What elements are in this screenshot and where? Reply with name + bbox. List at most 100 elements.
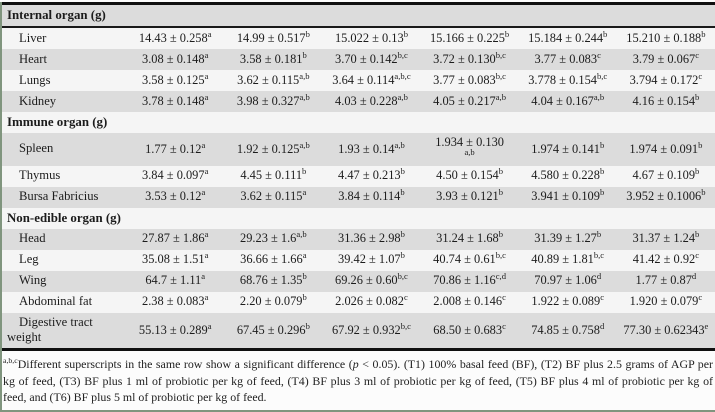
value-cell: 29.23 ± 1.6a,b [240, 229, 307, 246]
value-cell: 1.934 ± 0.130 a,b [435, 135, 504, 157]
section-header-row: Internal organ (g) [2, 5, 715, 28]
value-cell: 1.974 ± 0.141b [531, 139, 605, 156]
value-cell: 3.79 ± 0.067c [632, 49, 700, 66]
value-cell: 3.794 ± 0.172c [629, 70, 703, 87]
value-cell: 70.97 ± 1.06d [534, 271, 602, 288]
row-label: Kidney [19, 93, 57, 108]
value-cell: 3.941 ± 0.109b [531, 187, 605, 204]
section-header-row: Non-edible organ (g) [2, 207, 715, 229]
value-cell: 1.922 ± 0.089c [531, 292, 605, 309]
value-cell: 4.05 ± 0.217a,b [433, 91, 506, 108]
section-header-row: Immune organ (g) [2, 112, 715, 133]
value-cell: 68.76 ± 1.35b [239, 271, 307, 288]
value-cell: 3.58 ± 0.125a [142, 70, 209, 87]
organ-table: Internal organ (g) Liver 14.43 ± 0.258a 14.… [2, 5, 715, 349]
value-cell: 31.37 ± 1.24b [632, 229, 700, 246]
value-cell: 3.778 ± 0.154b,c [528, 70, 608, 87]
value-cell: 3.58 ± 0.181b [239, 49, 307, 66]
value-cell: 4.04 ± 0.167a,b [531, 91, 605, 108]
value-cell: 2.38 ± 0.083a [142, 292, 209, 309]
value-cell: 4.50 ± 0.154b [436, 166, 504, 183]
row-label: Thymus [19, 168, 61, 183]
value-cell: 69.26 ± 0.60b,c [335, 271, 408, 288]
value-cell: 40.89 ± 1.81b,c [531, 250, 605, 267]
value-cell: 67.92 ± 0.932b,c [331, 320, 411, 337]
value-cell: 3.62 ± 0.115a,b [237, 70, 310, 87]
value-cell: 15.210 ± 0.188b [626, 28, 706, 45]
value-cell: 40.74 ± 0.61b,c [433, 250, 506, 267]
value-cell: 3.70 ± 0.142b,c [335, 49, 408, 66]
value-cell: 64.7 ± 1.11a [145, 271, 206, 288]
value-cell: 3.93 ± 0.121b [436, 187, 504, 204]
table-row: Digestive tract weight 55.13 ± 0.289a 67.4… [2, 312, 715, 349]
value-cell: 3.72 ± 0.130b,c [433, 49, 506, 66]
value-cell: 3.78 ± 0.148a [142, 91, 209, 108]
value-cell: 3.62 ± 0.115a [240, 187, 307, 204]
value-cell: 36.66 ± 1.66a [240, 250, 307, 267]
value-cell: 1.77 ± 0.87d [635, 271, 697, 288]
value-cell: 14.99 ± 0.517b [236, 28, 310, 45]
value-cell: 31.36 ± 2.98b [338, 229, 405, 246]
value-cell: 4.16 ± 0.154b [632, 91, 700, 108]
value-cell: 35.08 ± 1.51a [142, 250, 209, 267]
value-cell: 3.53 ± 0.12a [145, 187, 206, 204]
section-header: Non-edible organ (g) [7, 211, 121, 226]
footnote-superscript-marker: a,b,c [3, 356, 18, 366]
value-cell: 15.184 ± 0.244b [528, 28, 608, 45]
row-label: Spleen [19, 141, 54, 156]
footnote-text-after-p: < 0.05). (T1) 100% basal feed (BF), (T2)… [3, 357, 713, 404]
value-cell: 4.67 ± 0.109b [632, 166, 700, 183]
table-row: Head 27.87 ± 1.86a 29.23 ± 1.6a,b 31.36 ± 2… [2, 228, 715, 250]
row-label: Wing [19, 273, 47, 288]
value-cell: 4.580 ± 0.228b [531, 166, 605, 183]
value-cell: 74.85 ± 0.758d [531, 320, 605, 337]
row-label: Liver [19, 30, 47, 45]
row-label: Abdominal fat [19, 294, 93, 309]
value-cell: 2.026 ± 0.082c [335, 292, 408, 309]
table-row: Liver 14.43 ± 0.258a 14.99 ± 0.517b 15.022 … [2, 27, 715, 49]
organ-weights-table: Internal organ (g) Liver 14.43 ± 0.258a 14.… [2, 2, 715, 352]
row-label: Bursa Fabricius [19, 189, 99, 204]
value-cell: 3.77 ± 0.083c [534, 49, 601, 66]
table-row: Kidney 3.78 ± 0.148a 3.98 ± 0.327a,b 4.03 ±… [2, 91, 715, 112]
section-header: Immune organ (g) [7, 115, 108, 130]
value-cell: 15.166 ± 0.225b [429, 28, 510, 45]
table-row: Lungs 3.58 ± 0.125a 3.62 ± 0.115a,b 3.64 ± … [2, 70, 715, 91]
value-cell: 3.64 ± 0.114a,b,c [332, 70, 411, 87]
section-header: Internal organ (g) [2, 5, 715, 28]
value-cell: 4.03 ± 0.228a,b [335, 91, 408, 108]
row-label: Lungs [19, 72, 51, 87]
table-row: Leg 35.08 ± 1.51a 36.66 ± 1.66a 39.42 ± 1.0… [2, 249, 715, 271]
value-cell: 27.87 ± 1.86a [142, 229, 209, 246]
table-row: Thymus 3.84 ± 0.097a 4.45 ± 0.111b 4.47 ± 0… [2, 165, 715, 187]
footnote-text-before-p: Different superscripts in the same row s… [17, 357, 353, 372]
row-label: Leg [19, 252, 39, 267]
value-cell: 3.84 ± 0.114b [338, 187, 405, 204]
value-cell: 2.008 ± 0.146c [433, 292, 506, 309]
value-cell: 3.08 ± 0.148a [142, 49, 209, 66]
value-cell: 3.98 ± 0.327a,b [236, 91, 310, 108]
value-cell: 4.47 ± 0.213b [338, 166, 405, 183]
value-cell: 3.84 ± 0.097a [142, 166, 209, 183]
row-label: Head [19, 231, 46, 246]
value-cell: 1.77 ± 0.12a [145, 139, 206, 156]
value-cell: 68.50 ± 0.683c [433, 320, 506, 337]
value-cell: 3.77 ± 0.083b,c [433, 70, 506, 87]
value-cell: 3.952 ± 0.1006b [626, 187, 706, 204]
table-row: Abdominal fat 2.38 ± 0.083a 2.20 ± 0.079b 2… [2, 291, 715, 313]
table-row: Bursa Fabricius 3.53 ± 0.12a 3.62 ± 0.115a… [2, 186, 715, 208]
value-cell: 1.920 ± 0.079c [629, 292, 703, 309]
value-cell: 2.20 ± 0.079b [239, 292, 307, 309]
table-footnote: a,b,cDifferent superscripts in the same … [3, 356, 713, 405]
value-cell: 31.24 ± 1.68b [436, 229, 504, 246]
value-cell: 14.43 ± 0.258a [138, 28, 212, 45]
organ-table-body: Internal organ (g) Liver 14.43 ± 0.258a 14.… [2, 5, 715, 349]
value-cell: 41.42 ± 0.92c [632, 250, 700, 267]
value-cell: 1.974 ± 0.091b [629, 139, 703, 156]
value-cell: 31.39 ± 1.27b [534, 229, 602, 246]
value-cell: 77.30 ± 0.62343e [623, 320, 709, 337]
value-cell: 15.022 ± 0.13b [334, 28, 408, 45]
value-cell: 4.45 ± 0.111b [240, 166, 307, 183]
value-cell: 67.45 ± 0.296b [236, 320, 310, 337]
